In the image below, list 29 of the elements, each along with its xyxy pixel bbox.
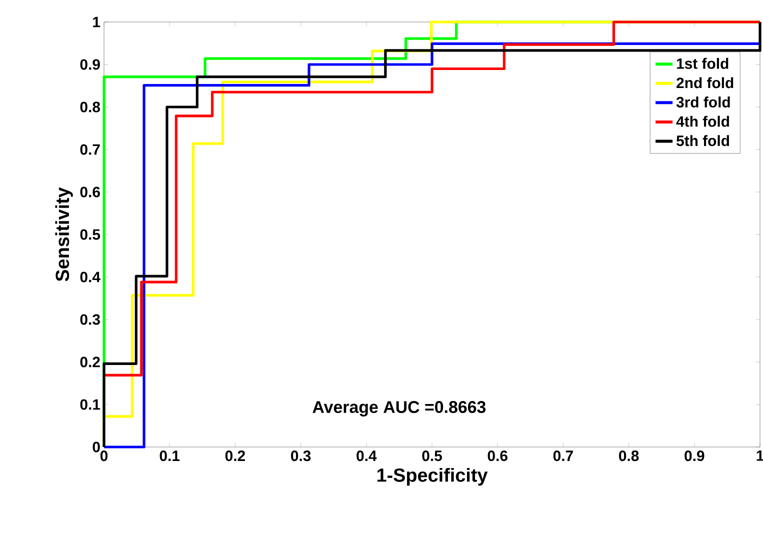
y-tick-label: 1 <box>93 16 100 28</box>
y-tick-label: 0.1 <box>80 399 100 410</box>
y-tick-label: 0 <box>92 442 100 452</box>
x-tick-label: 0.2 <box>225 450 245 462</box>
x-tick-label: 0.9 <box>684 450 704 462</box>
x-tick-label: 0.7 <box>553 450 573 462</box>
x-tick-label: 0.5 <box>422 450 442 462</box>
x-tick-label: 0.1 <box>160 450 180 462</box>
x-tick-label: 0.8 <box>619 450 639 462</box>
legend-label: 4th fold <box>676 116 730 127</box>
y-axis-title: Sensitivity <box>55 187 73 282</box>
legend-label: 5th fold <box>676 135 730 146</box>
y-tick-label: 0.4 <box>80 272 100 282</box>
legend-label: 3rd fold <box>676 96 730 108</box>
x-tick-label: 0.6 <box>488 450 508 462</box>
x-tick-label: 0.3 <box>291 450 311 462</box>
annotation: Average AUC =0.8663 <box>312 401 486 416</box>
y-tick-label: 0.8 <box>80 102 100 112</box>
y-tick-label: 0.2 <box>80 356 100 368</box>
x-tick-label: 0.4 <box>356 450 377 462</box>
y-tick-label: 0.3 <box>80 314 100 325</box>
y-tick-label: 0.6 <box>80 186 100 198</box>
legend-label: 1st fold <box>676 58 728 69</box>
y-tick-label: 0.9 <box>80 59 100 70</box>
y-tick-label: 0.5 <box>80 229 100 240</box>
x-axis-title: 1-Specificity <box>377 468 488 486</box>
y-tick-label: 0.7 <box>80 144 100 155</box>
legend-label: 2nd fold <box>676 77 734 88</box>
x-tick-label: 0 <box>100 450 108 462</box>
